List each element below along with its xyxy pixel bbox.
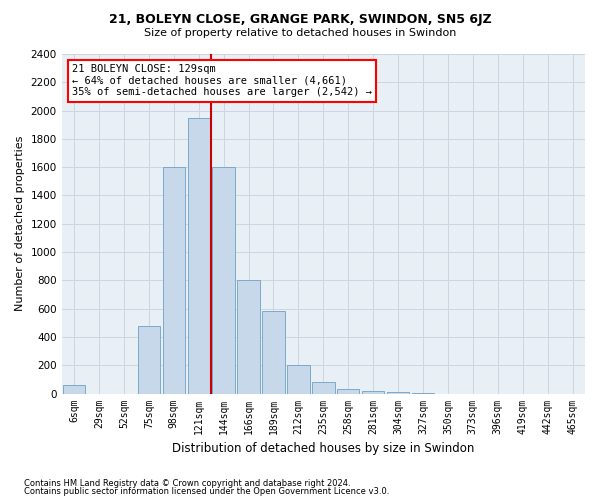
Bar: [312, 382, 335, 394]
Bar: [63, 385, 85, 394]
Bar: [287, 366, 310, 394]
Text: 21 BOLEYN CLOSE: 129sqm
← 64% of detached houses are smaller (4,661)
35% of semi: 21 BOLEYN CLOSE: 129sqm ← 64% of detache…: [72, 64, 372, 98]
Bar: [412, 393, 434, 394]
Bar: [262, 312, 285, 394]
Text: Contains HM Land Registry data © Crown copyright and database right 2024.: Contains HM Land Registry data © Crown c…: [24, 478, 350, 488]
Bar: [362, 390, 385, 394]
Bar: [137, 326, 160, 394]
Bar: [163, 167, 185, 394]
Text: Contains public sector information licensed under the Open Government Licence v3: Contains public sector information licen…: [24, 487, 389, 496]
Bar: [387, 392, 409, 394]
Bar: [188, 118, 210, 394]
Bar: [337, 390, 359, 394]
Text: Size of property relative to detached houses in Swindon: Size of property relative to detached ho…: [144, 28, 456, 38]
Bar: [212, 167, 235, 394]
Text: 21, BOLEYN CLOSE, GRANGE PARK, SWINDON, SN5 6JZ: 21, BOLEYN CLOSE, GRANGE PARK, SWINDON, …: [109, 12, 491, 26]
Y-axis label: Number of detached properties: Number of detached properties: [15, 136, 25, 312]
X-axis label: Distribution of detached houses by size in Swindon: Distribution of detached houses by size …: [172, 442, 475, 455]
Bar: [238, 280, 260, 394]
